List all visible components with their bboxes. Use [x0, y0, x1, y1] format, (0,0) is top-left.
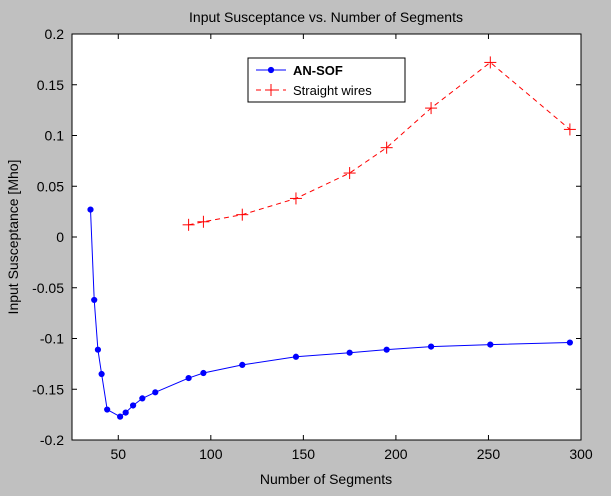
legend-marker-straight-wires	[265, 84, 277, 96]
x-tick-label: 100	[199, 446, 223, 462]
x-tick-label: 150	[292, 446, 316, 462]
data-point-straight-wires	[289, 192, 302, 205]
data-point-an-sof	[292, 353, 300, 360]
y-axis-title: Input Susceptance [Mho]	[5, 160, 21, 315]
data-point-an-sof	[200, 369, 207, 377]
data-point-an-sof	[104, 406, 111, 413]
data-point-an-sof	[487, 341, 494, 348]
y-tick-label: -0.2	[40, 432, 64, 448]
data-point-an-sof	[427, 343, 435, 350]
y-tick-label: -0.05	[32, 280, 64, 296]
y-tick-label: 0.2	[45, 26, 65, 42]
data-point-straight-wires	[563, 123, 576, 136]
data-point-straight-wires	[182, 218, 195, 231]
data-point-an-sof	[94, 346, 102, 353]
series-line-straight-wires	[188, 61, 571, 226]
y-tick-label: 0.15	[37, 77, 64, 93]
data-point-an-sof	[129, 402, 137, 409]
x-tick-label: 300	[569, 446, 593, 462]
data-point-straight-wires	[343, 167, 356, 180]
data-point-straight-wires	[484, 56, 497, 69]
chart-title: Input Susceptance vs. Number of Segments	[189, 9, 463, 25]
data-point-an-sof	[152, 389, 159, 396]
x-tick-label: 50	[110, 446, 126, 462]
y-tick-label: 0.05	[37, 178, 64, 194]
data-point-an-sof	[117, 413, 124, 420]
x-tick-label: 200	[384, 446, 408, 462]
data-point-an-sof	[87, 206, 94, 213]
data-point-an-sof	[122, 409, 129, 416]
data-point-an-sof	[91, 296, 98, 304]
series-layer	[87, 56, 576, 420]
data-point-an-sof	[566, 339, 573, 346]
y-tick-label: 0.1	[45, 128, 65, 144]
data-point-an-sof	[185, 374, 192, 382]
data-point-straight-wires	[380, 141, 393, 154]
x-axis-title: Number of Segments	[260, 471, 392, 487]
data-point-an-sof	[98, 370, 105, 378]
data-point-straight-wires	[197, 215, 210, 228]
legend: AN-SOF Straight wires	[247, 57, 406, 103]
y-tick-label: 0	[56, 229, 64, 245]
y-tick-label: -0.1	[40, 331, 64, 347]
data-point-straight-wires	[236, 208, 249, 221]
y-tick-label: -0.15	[32, 381, 64, 397]
legend-label-straight-wires: Straight wires	[293, 83, 372, 98]
x-tick-label: 250	[477, 446, 501, 462]
data-point-an-sof	[139, 395, 146, 402]
data-point-straight-wires	[425, 102, 438, 115]
legend-box	[247, 57, 406, 103]
data-point-an-sof	[383, 346, 390, 353]
data-point-an-sof	[346, 349, 353, 356]
axis-ticks: 50 100 150 200 250 300 -0.2 -0.15 -0.1 -0.05 0 0.05…	[32, 26, 593, 462]
legend-label-an-sof: AN-SOF	[293, 63, 343, 78]
data-point-an-sof	[239, 361, 246, 368]
legend-marker-an-sof	[267, 66, 275, 74]
